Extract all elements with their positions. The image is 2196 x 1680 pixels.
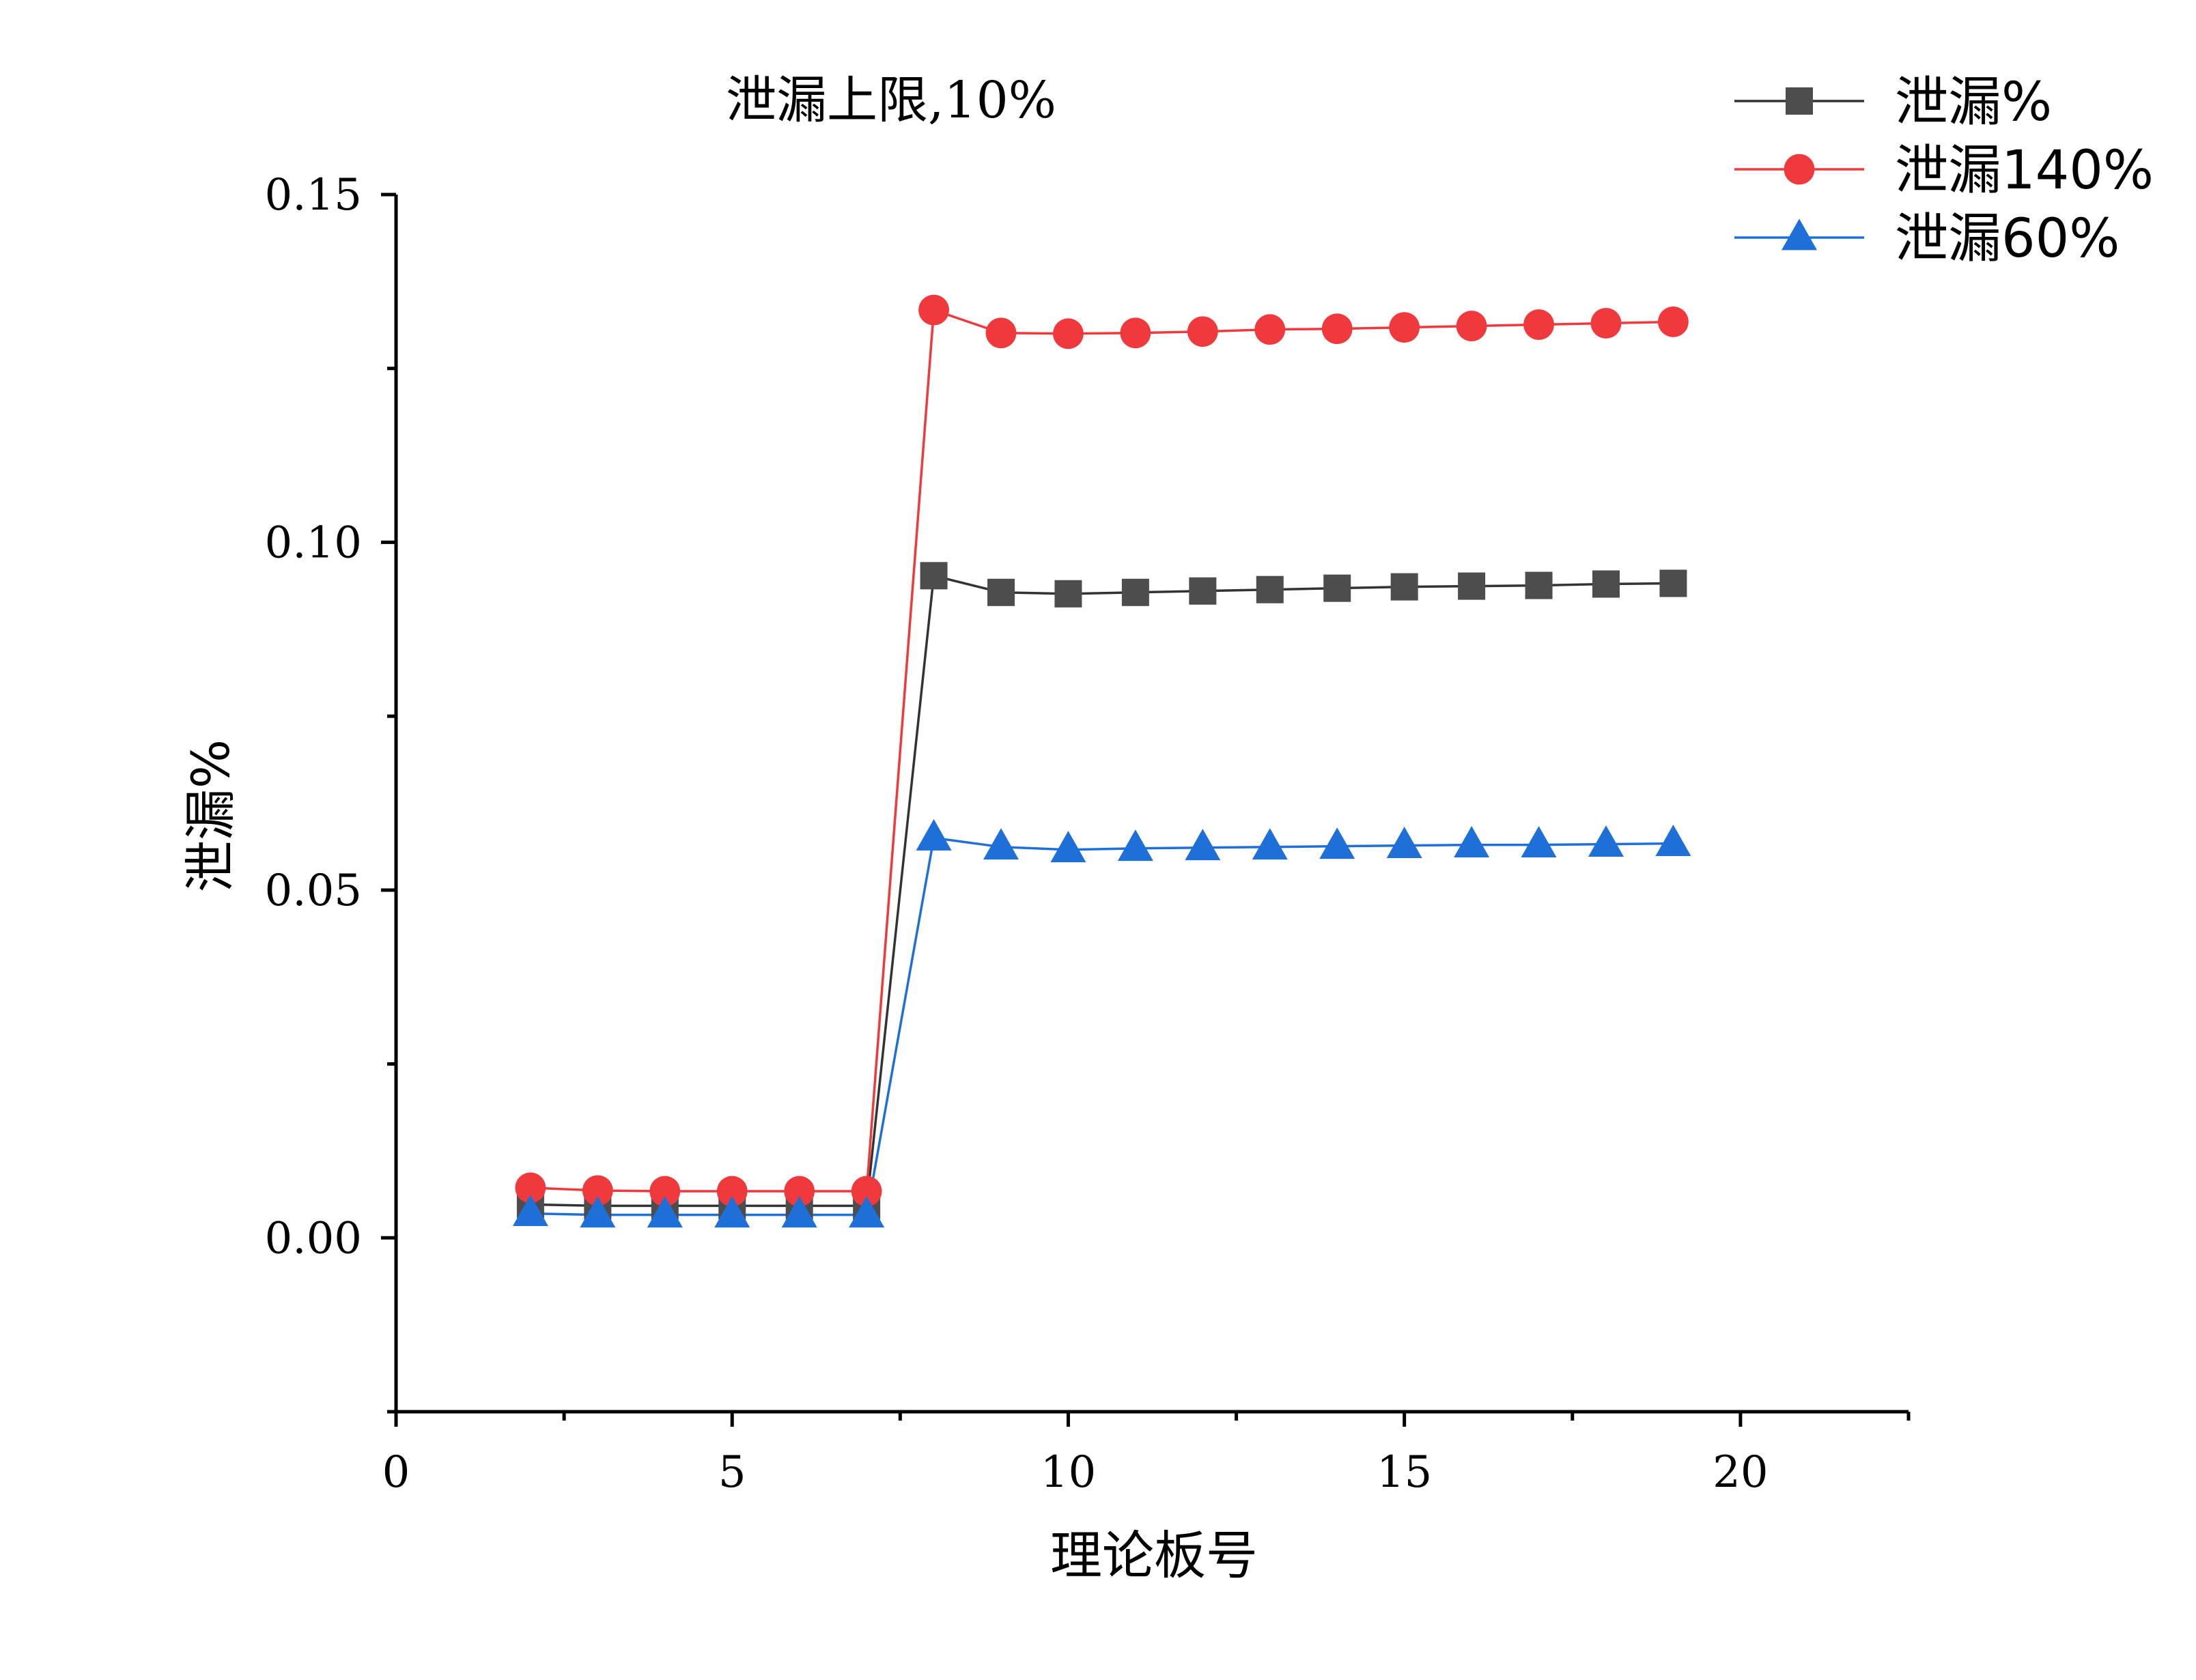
data-point [716,1176,748,1207]
data-point [1525,571,1553,599]
legend-label: 泄漏% [1895,72,2052,133]
legend-marker [1786,87,1813,115]
data-point [1658,307,1689,337]
legend-marker [1784,154,1815,185]
data-point [1185,829,1221,861]
legend: 泄漏% 泄漏140% 泄漏60% [1734,72,2154,270]
y-tick-label: 0.05 [265,866,363,916]
data-point [580,1196,616,1228]
data-point [647,1196,683,1228]
data-point [1323,574,1351,602]
data-point [1521,826,1557,858]
y-axis-label: 泄漏% [180,739,241,892]
data-point [1588,825,1624,857]
data-point [916,818,952,851]
legend-marker [1782,218,1817,251]
data-point [1120,317,1151,349]
y-tick-label: 0.00 [265,1213,363,1264]
data-point [1590,308,1622,339]
x-tick-label: 10 [1041,1447,1096,1498]
data-point [918,294,949,326]
data-point [987,578,1015,606]
data-point [714,1196,750,1228]
data-point [649,1176,681,1207]
data-point [851,1176,882,1207]
data-point [1053,318,1084,350]
chart-title: 泄漏上限,10% [726,71,1056,130]
data-point [1456,311,1487,341]
data-point [1117,829,1153,862]
data-point [1655,824,1691,856]
data-point [1252,828,1288,860]
data-point [784,1176,815,1207]
y-tick-label: 0.10 [265,517,363,568]
data-point [1256,575,1284,603]
data-point [1319,827,1355,859]
data-point [1523,309,1554,340]
data-point [1321,313,1353,345]
data-point [920,562,948,590]
data-point [849,1196,885,1228]
x-tick-label: 0 [382,1447,410,1498]
data-point [1386,827,1422,859]
data-point [985,317,1017,349]
data-point [1659,569,1687,597]
data-point [1390,573,1418,601]
x-tick-label: 5 [718,1447,746,1498]
x-tick-label: 20 [1713,1447,1768,1498]
y-axis-ticks: 0.00 0.05 0.10 0.15 [265,170,396,1414]
plot-markers [512,294,1691,1228]
data-point [1187,316,1218,347]
data-point [512,1195,548,1227]
x-tick-label: 15 [1377,1447,1432,1498]
data-point [1389,312,1420,343]
data-point [1121,578,1149,606]
data-point [1454,826,1490,858]
axes [394,195,1909,1414]
data-point [515,1172,546,1204]
legend-label: 泄漏140% [1895,140,2154,201]
data-point [1458,572,1486,600]
y-tick-label: 0.15 [265,170,363,220]
data-point [1050,831,1086,863]
data-point [1592,570,1620,598]
data-point [1189,577,1217,605]
data-point [781,1196,817,1228]
x-axis-ticks: 0 5 10 15 20 [382,1412,1911,1498]
data-point [1254,314,1286,345]
data-point [983,828,1019,860]
data-point [582,1175,613,1206]
x-axis-label: 理论板号 [1050,1525,1258,1586]
data-point [1054,580,1082,608]
legend-label: 泄漏60% [1895,208,2120,270]
